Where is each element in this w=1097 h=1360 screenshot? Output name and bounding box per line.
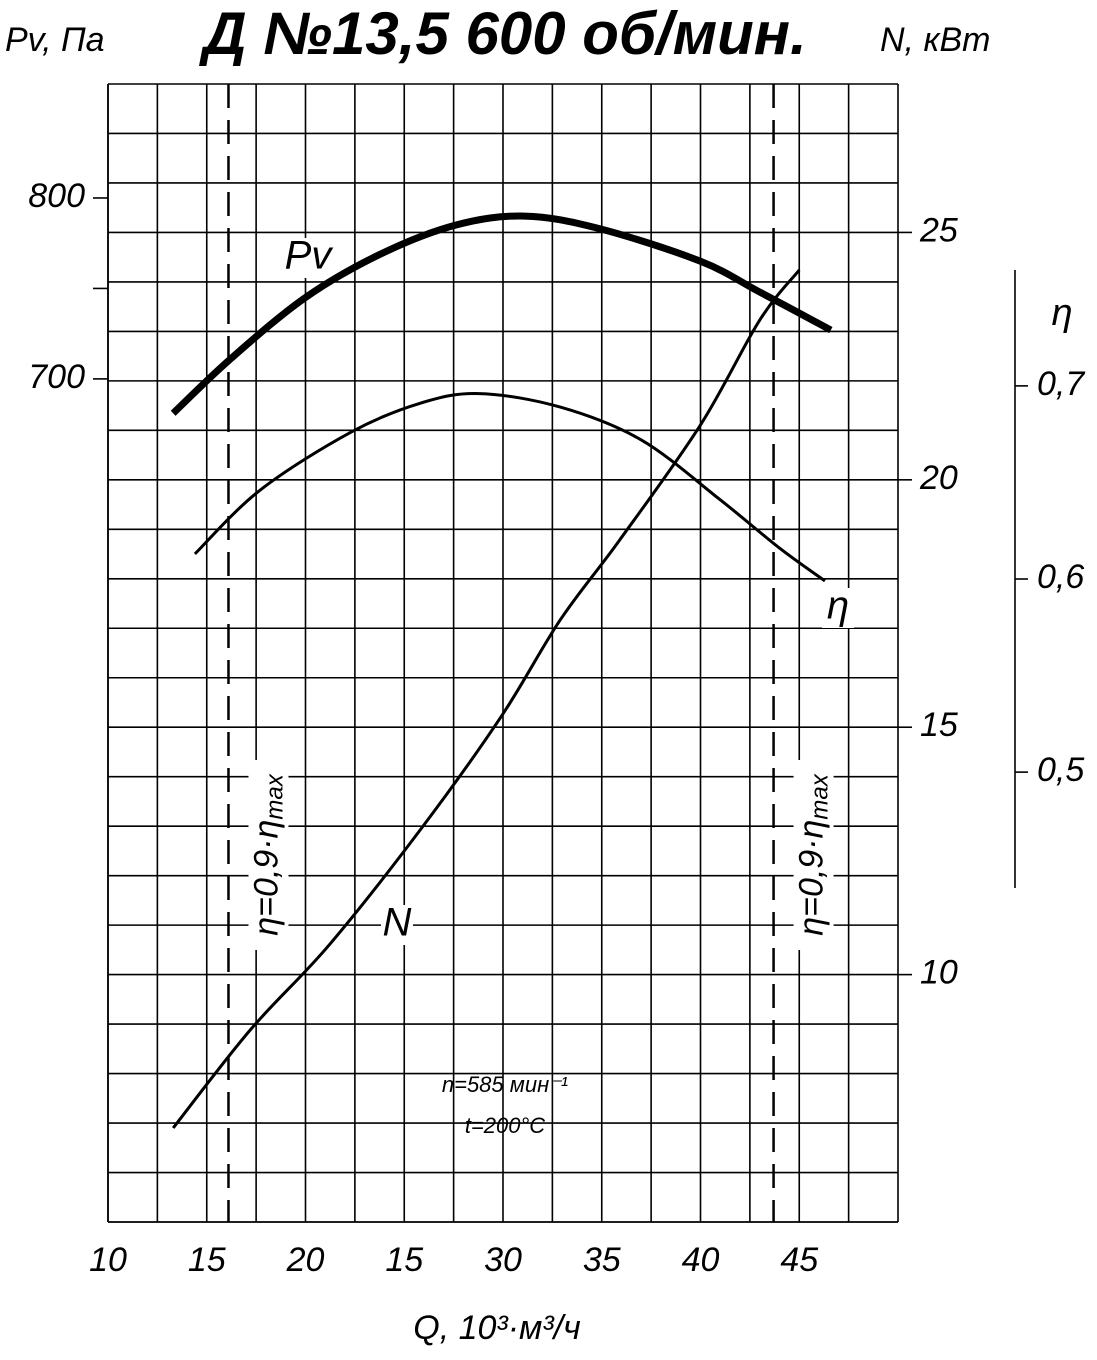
y-tick-label: 800 <box>28 177 85 215</box>
bound-label-main: η=0,9·η <box>793 820 831 936</box>
curve-label-bg <box>292 238 324 278</box>
curve-label-bg <box>822 588 854 628</box>
note: n=585 мин⁻¹ <box>442 1072 568 1097</box>
curve <box>171 269 801 1129</box>
x-tick-label: 45 <box>780 1241 818 1279</box>
curve-label-bg <box>381 905 413 945</box>
y2-axis-label: N, кВт <box>880 21 991 59</box>
y2-tick-label: 15 <box>920 706 958 744</box>
note: t=200°C <box>465 1113 545 1138</box>
bound-label-bg <box>248 760 289 950</box>
y3-tick-label: 0,6 <box>1037 558 1084 596</box>
curve-label: Pv <box>285 234 334 278</box>
y2-tick-label: 20 <box>919 459 958 497</box>
x-axis-label: Q, 10³·м³/ч <box>413 1309 580 1347</box>
bound-label-main: η=0,9·η <box>247 820 285 936</box>
bound-label-sub: max <box>807 773 834 819</box>
y2-tick-label: 25 <box>919 211 958 249</box>
curve-label: N <box>383 901 412 945</box>
y3-tick-label: 0,7 <box>1037 365 1085 403</box>
bound-label-bg <box>793 760 834 950</box>
x-tick-label: 10 <box>89 1241 127 1279</box>
y-axis-label: Pv, Па <box>5 21 105 59</box>
curve-label: η <box>827 584 849 628</box>
y-tick-label: 700 <box>28 358 85 396</box>
bound-label-sub: max <box>262 773 289 819</box>
y2-tick-label: 10 <box>920 954 958 992</box>
bound-label: η=0,9·ηmax <box>247 773 288 936</box>
x-tick-label: 20 <box>286 1241 325 1279</box>
x-tick-label: 15 <box>188 1241 226 1279</box>
x-tick-label: 40 <box>682 1241 720 1279</box>
y3-tick-label: 0,5 <box>1037 751 1084 789</box>
x-tick-label: 15 <box>385 1241 423 1279</box>
y3-axis-label: η <box>1051 292 1072 334</box>
bound-label: η=0,9·ηmax <box>793 773 834 936</box>
curve <box>170 212 833 416</box>
chart-title: Д №13,5 600 об/мин. <box>198 0 806 67</box>
x-tick-label: 35 <box>583 1241 621 1279</box>
curve <box>193 392 826 583</box>
x-tick-label: 30 <box>484 1241 522 1279</box>
